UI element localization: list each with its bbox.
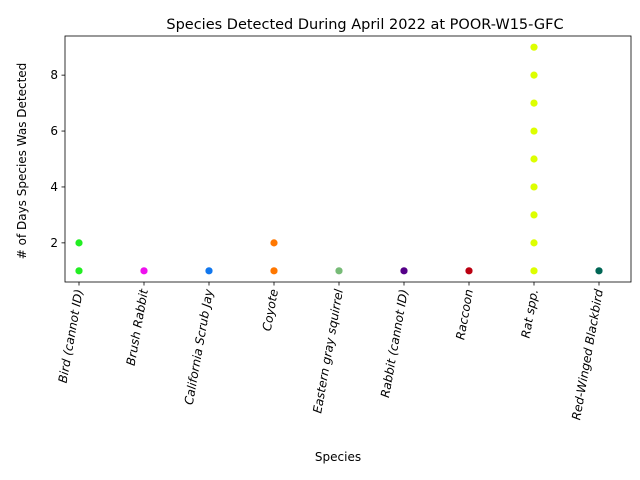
x-axis: Bird (cannot ID) Brush Rabbit California S…	[56, 282, 606, 421]
data-point	[530, 71, 538, 79]
y-axis: 2 4 6 8	[50, 68, 65, 250]
y-tick-label: 2	[50, 236, 58, 250]
x-tick-label: Eastern gray squirrel	[310, 287, 346, 414]
data-point	[270, 267, 278, 275]
data-point	[530, 155, 538, 163]
data-point	[530, 99, 538, 107]
data-point	[205, 267, 213, 275]
data-point	[270, 239, 278, 247]
y-tick-label: 8	[50, 68, 58, 82]
data-point	[530, 43, 538, 51]
plot-marks	[75, 43, 603, 275]
x-tick-label: Coyote	[260, 288, 281, 332]
plot-frame	[64, 35, 632, 283]
x-tick-label: Red-Winged Blackbird	[569, 288, 606, 421]
x-tick-label: Bird (cannot ID)	[56, 288, 86, 384]
x-tick-label: Brush Rabbit	[124, 287, 151, 367]
y-axis-label: # of Days Species Was Detected	[15, 63, 29, 260]
data-point	[530, 239, 538, 247]
y-tick-label: 6	[50, 124, 58, 138]
data-point	[75, 267, 83, 275]
x-tick-label: Raccoon	[453, 288, 476, 341]
data-point	[75, 239, 83, 247]
data-point	[530, 127, 538, 135]
x-axis-label: Species	[315, 450, 361, 464]
data-point	[530, 183, 538, 191]
data-point	[140, 267, 148, 275]
x-tick-label: Rat spp.	[519, 288, 541, 339]
data-point	[335, 267, 343, 275]
chart-title: Species Detected During April 2022 at PO…	[166, 17, 563, 33]
data-point	[465, 267, 473, 275]
y-tick-label: 4	[50, 180, 58, 194]
data-point	[530, 267, 538, 275]
x-tick-label: Rabbit (cannot ID)	[378, 288, 411, 399]
x-tick-label: California Scrub Jay	[182, 287, 216, 406]
data-point	[400, 267, 408, 275]
data-point	[595, 267, 603, 275]
data-point	[530, 211, 538, 219]
